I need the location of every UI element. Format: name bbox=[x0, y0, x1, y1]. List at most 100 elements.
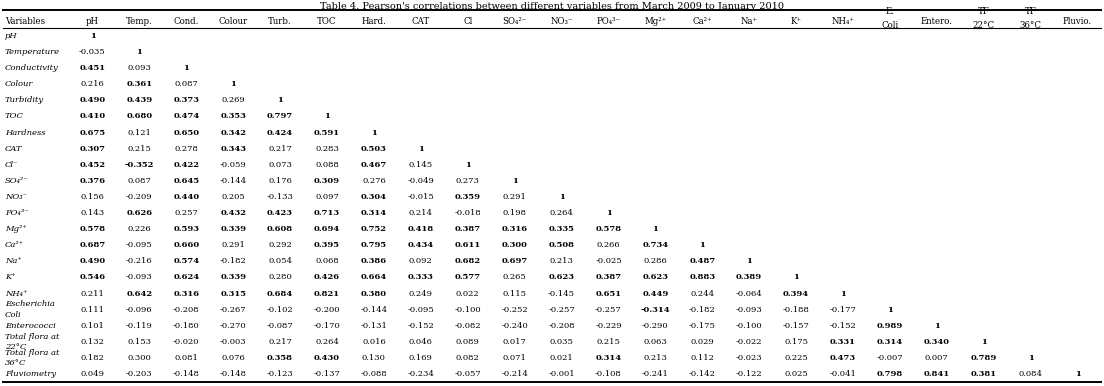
Text: -0.022: -0.022 bbox=[736, 338, 763, 346]
Text: NH₄⁺: NH₄⁺ bbox=[831, 17, 854, 26]
Text: Pluviometry: Pluviometry bbox=[6, 370, 56, 378]
Text: 0.153: 0.153 bbox=[127, 338, 151, 346]
Text: 0.381: 0.381 bbox=[970, 370, 997, 378]
Text: 0.315: 0.315 bbox=[220, 290, 246, 298]
Text: -0.257: -0.257 bbox=[549, 306, 575, 313]
Text: PO₄³⁻: PO₄³⁻ bbox=[6, 209, 29, 217]
Text: Temperature: Temperature bbox=[6, 48, 60, 56]
Text: 0.276: 0.276 bbox=[362, 177, 385, 185]
Text: 0.076: 0.076 bbox=[221, 354, 245, 362]
Text: Mg²⁺: Mg²⁺ bbox=[6, 225, 26, 233]
Text: 0.386: 0.386 bbox=[361, 257, 388, 265]
Text: 1: 1 bbox=[1074, 370, 1081, 378]
Text: 0.115: 0.115 bbox=[502, 290, 527, 298]
Text: 0.623: 0.623 bbox=[549, 273, 574, 281]
Text: 0.300: 0.300 bbox=[501, 241, 528, 249]
Text: 0.694: 0.694 bbox=[314, 225, 340, 233]
Text: TOC: TOC bbox=[317, 17, 337, 26]
Text: -0.188: -0.188 bbox=[783, 306, 809, 313]
Text: 0.577: 0.577 bbox=[455, 273, 480, 281]
Text: Temp.: Temp. bbox=[126, 17, 152, 26]
Text: -0.177: -0.177 bbox=[829, 306, 857, 313]
Text: 1: 1 bbox=[887, 306, 893, 313]
Text: -0.180: -0.180 bbox=[173, 322, 200, 330]
Text: Hard.: Hard. bbox=[361, 17, 386, 26]
Text: -0.240: -0.240 bbox=[501, 322, 528, 330]
Text: -0.144: -0.144 bbox=[360, 306, 388, 313]
Text: -0.257: -0.257 bbox=[595, 306, 622, 313]
Text: 0.249: 0.249 bbox=[408, 290, 433, 298]
Text: SO₄²⁻: SO₄²⁻ bbox=[6, 177, 29, 185]
Text: -0.234: -0.234 bbox=[407, 370, 434, 378]
Text: 0.883: 0.883 bbox=[689, 273, 715, 281]
Text: 0.071: 0.071 bbox=[502, 354, 527, 362]
Text: Cond.: Cond. bbox=[173, 17, 199, 26]
Text: pH: pH bbox=[86, 17, 99, 26]
Text: 1: 1 bbox=[183, 64, 189, 72]
Text: -0.035: -0.035 bbox=[79, 48, 106, 56]
Text: -0.095: -0.095 bbox=[407, 306, 434, 313]
Text: 0.093: 0.093 bbox=[127, 64, 151, 72]
Text: -0.057: -0.057 bbox=[455, 370, 481, 378]
Text: -0.018: -0.018 bbox=[455, 209, 481, 217]
Text: 0.343: 0.343 bbox=[220, 145, 246, 153]
Text: -0.208: -0.208 bbox=[173, 306, 200, 313]
Text: 0.176: 0.176 bbox=[268, 177, 293, 185]
Text: -0.208: -0.208 bbox=[549, 322, 575, 330]
Text: 0.314: 0.314 bbox=[361, 209, 388, 217]
Text: -0.200: -0.200 bbox=[314, 306, 340, 313]
Text: Total flora at: Total flora at bbox=[6, 333, 60, 340]
Text: -0.088: -0.088 bbox=[361, 370, 388, 378]
Text: 1: 1 bbox=[325, 112, 330, 120]
Text: PO₄³⁻: PO₄³⁻ bbox=[596, 17, 620, 26]
Text: 1: 1 bbox=[980, 338, 987, 346]
Text: 0.269: 0.269 bbox=[221, 96, 245, 104]
Text: NO₃⁻: NO₃⁻ bbox=[550, 17, 573, 26]
Text: -0.270: -0.270 bbox=[220, 322, 246, 330]
Text: 0.097: 0.097 bbox=[315, 193, 339, 201]
Text: Colour: Colour bbox=[219, 17, 247, 26]
Text: Hardness: Hardness bbox=[6, 129, 45, 137]
Text: Coli: Coli bbox=[881, 22, 899, 30]
Text: 0.713: 0.713 bbox=[314, 209, 340, 217]
Text: 0.508: 0.508 bbox=[549, 241, 574, 249]
Text: 0.214: 0.214 bbox=[408, 209, 433, 217]
Text: -0.144: -0.144 bbox=[220, 177, 247, 185]
Text: -0.133: -0.133 bbox=[267, 193, 294, 201]
Text: Enterococci: Enterococci bbox=[6, 322, 55, 330]
Text: -0.119: -0.119 bbox=[126, 322, 152, 330]
Text: 0.623: 0.623 bbox=[643, 273, 668, 281]
Text: 0.430: 0.430 bbox=[314, 354, 340, 362]
Text: -0.122: -0.122 bbox=[736, 370, 763, 378]
Text: -0.059: -0.059 bbox=[220, 161, 246, 169]
Text: 0.651: 0.651 bbox=[595, 290, 622, 298]
Text: 0.474: 0.474 bbox=[173, 112, 200, 120]
Text: -0.087: -0.087 bbox=[267, 322, 294, 330]
Text: 0.016: 0.016 bbox=[362, 338, 385, 346]
Text: 0.182: 0.182 bbox=[81, 354, 105, 362]
Text: 0.211: 0.211 bbox=[81, 290, 105, 298]
Text: Pluvio.: Pluvio. bbox=[1063, 17, 1092, 26]
Text: Turbidity: Turbidity bbox=[6, 96, 44, 104]
Text: -0.131: -0.131 bbox=[361, 322, 388, 330]
Text: 0.215: 0.215 bbox=[127, 145, 151, 153]
Text: 0.292: 0.292 bbox=[268, 241, 291, 249]
Text: Ca²⁺: Ca²⁺ bbox=[6, 241, 24, 249]
Text: 0.449: 0.449 bbox=[643, 290, 669, 298]
Text: Na⁺: Na⁺ bbox=[6, 257, 22, 265]
Text: 0.089: 0.089 bbox=[456, 338, 479, 346]
Text: 0.821: 0.821 bbox=[314, 290, 340, 298]
Text: Total flora at: Total flora at bbox=[6, 349, 60, 357]
Text: -0.314: -0.314 bbox=[640, 306, 670, 313]
Text: 0.291: 0.291 bbox=[221, 241, 245, 249]
Text: 0.215: 0.215 bbox=[596, 338, 620, 346]
Text: 0.680: 0.680 bbox=[126, 112, 152, 120]
Text: 0.226: 0.226 bbox=[128, 225, 151, 233]
Text: 0.394: 0.394 bbox=[783, 290, 809, 298]
Text: Entero.: Entero. bbox=[921, 17, 953, 26]
Text: 0.029: 0.029 bbox=[690, 338, 714, 346]
Text: TOC: TOC bbox=[6, 112, 24, 120]
Text: 36°C: 36°C bbox=[1020, 22, 1042, 30]
Text: 0.387: 0.387 bbox=[455, 225, 480, 233]
Text: -0.015: -0.015 bbox=[407, 193, 434, 201]
